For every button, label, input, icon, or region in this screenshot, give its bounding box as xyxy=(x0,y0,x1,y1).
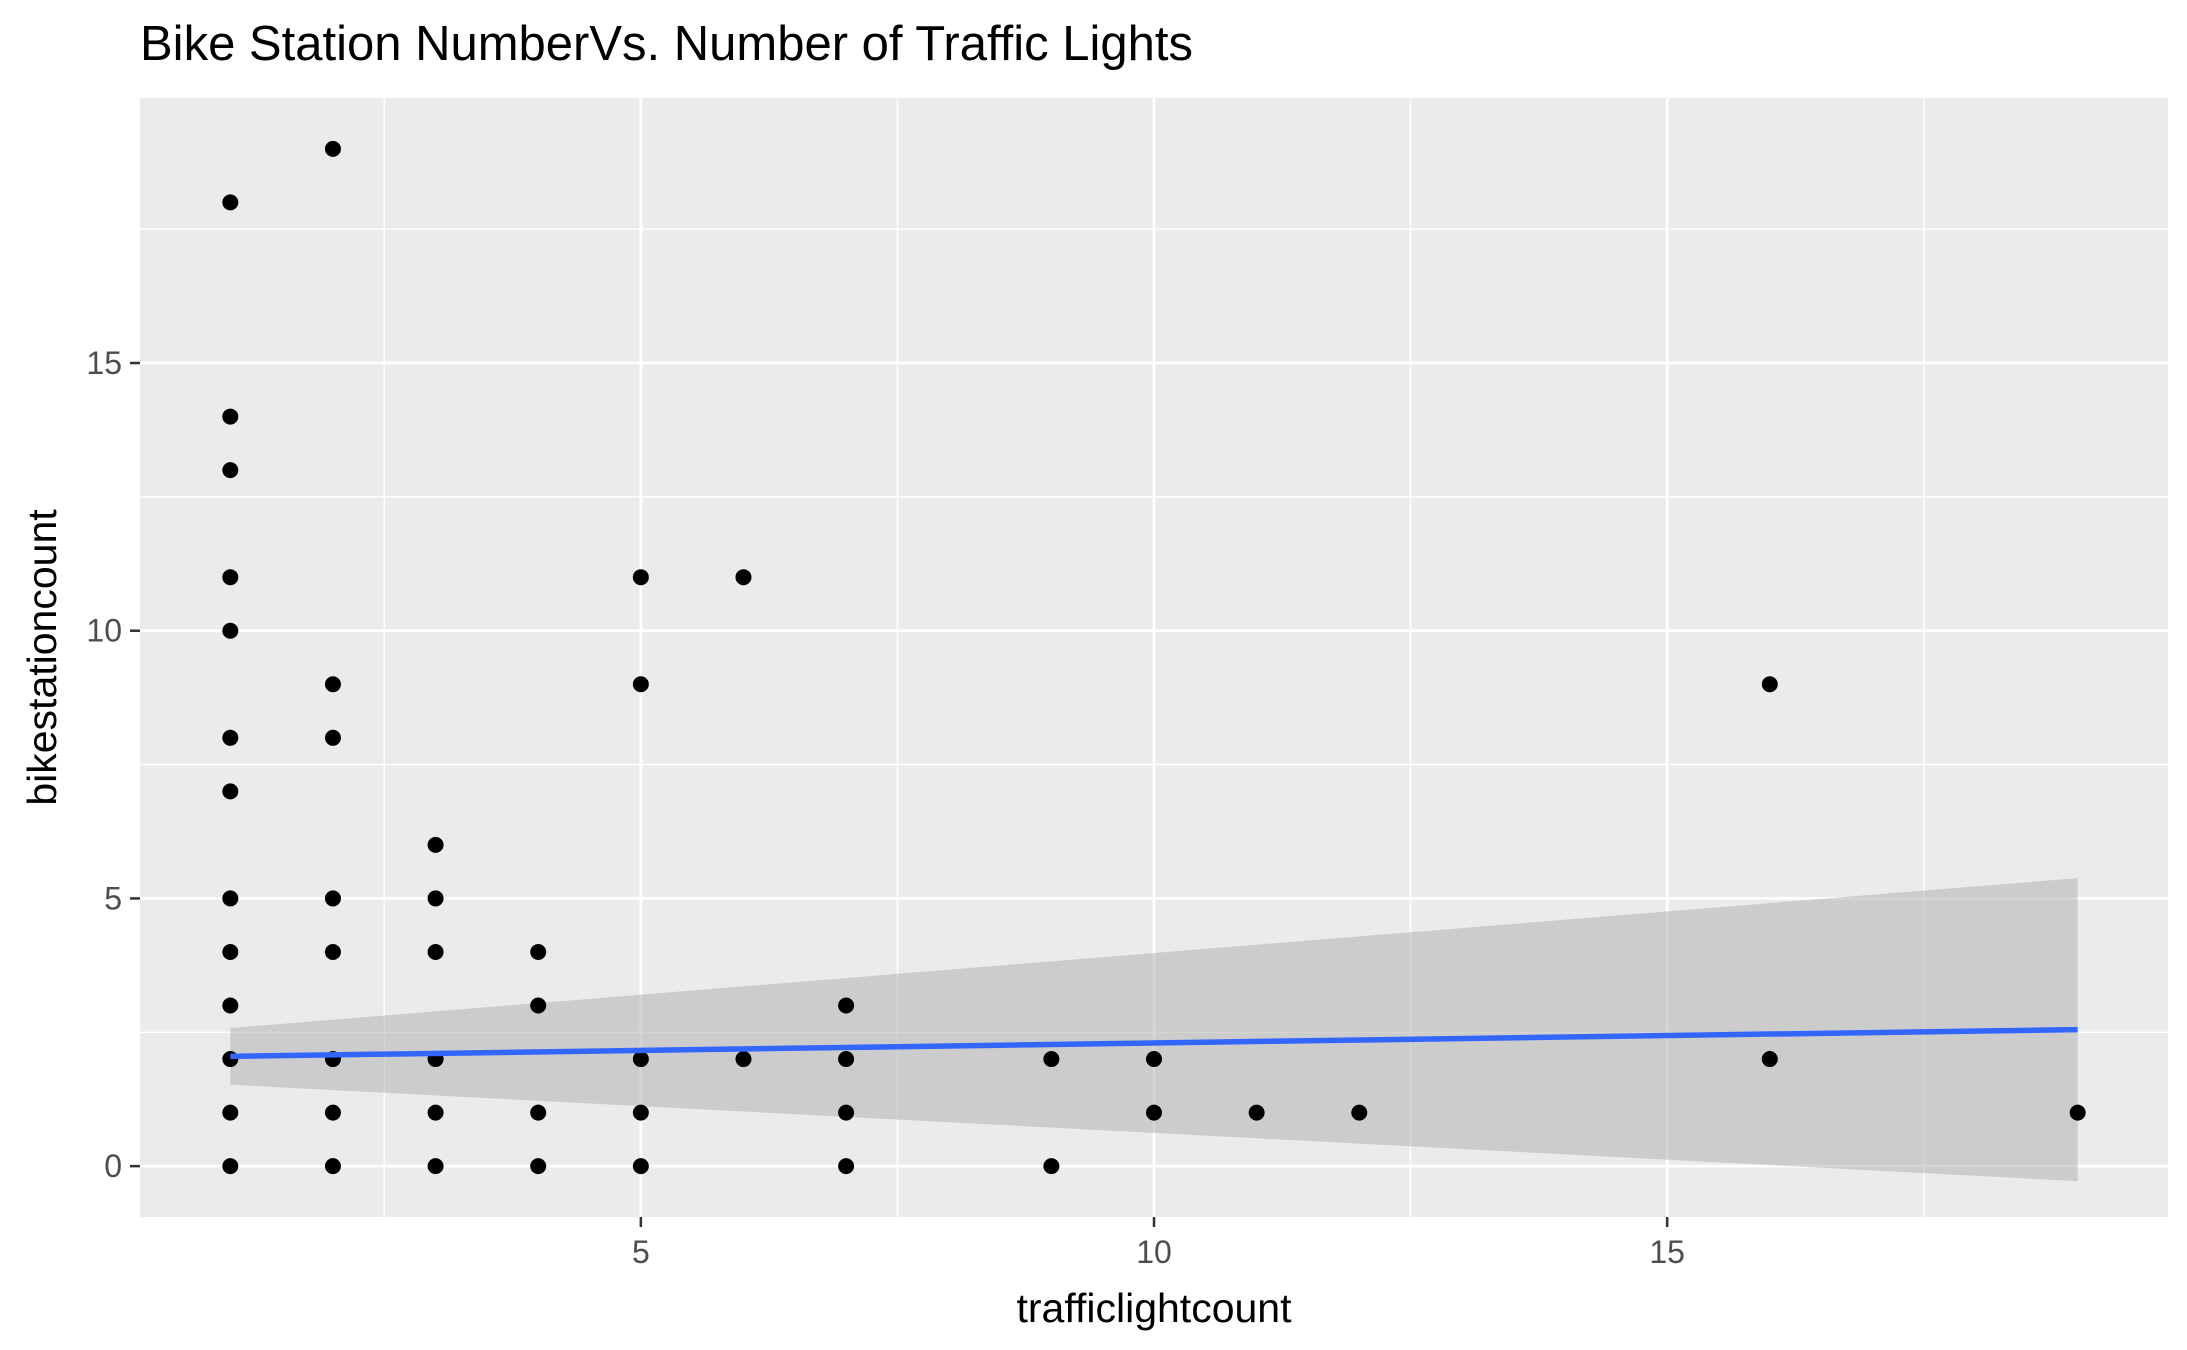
data-point xyxy=(324,676,341,693)
data-point xyxy=(838,1051,855,1068)
data-point xyxy=(222,1051,239,1068)
data-point xyxy=(427,1104,444,1121)
data-point xyxy=(324,729,341,746)
data-point xyxy=(632,569,649,586)
data-point xyxy=(632,1158,649,1175)
y-tick-label: 0 xyxy=(104,1148,122,1184)
x-axis: 5 10 15 xyxy=(632,1217,1685,1270)
data-point xyxy=(222,997,239,1014)
data-point xyxy=(530,943,547,960)
data-point xyxy=(427,836,444,853)
data-point xyxy=(1043,1158,1060,1175)
y-axis-title: bikestationcount xyxy=(19,509,65,806)
data-point xyxy=(427,1158,444,1175)
data-point xyxy=(530,1158,547,1175)
data-point xyxy=(632,676,649,693)
data-point xyxy=(1248,1104,1265,1121)
confidence-band xyxy=(230,878,2078,1182)
data-point xyxy=(324,890,341,907)
data-point xyxy=(324,1158,341,1175)
y-tick-label: 15 xyxy=(86,345,122,381)
data-point xyxy=(222,729,239,746)
data-point xyxy=(222,943,239,960)
data-point xyxy=(838,1158,855,1175)
data-point xyxy=(632,1051,649,1068)
data-point xyxy=(735,569,752,586)
chart-title: Bike Station NumberVs. Number of Traffic… xyxy=(140,17,1193,71)
data-point xyxy=(1146,1051,1162,1068)
data-point xyxy=(222,783,239,800)
data-point xyxy=(324,1104,341,1121)
data-point xyxy=(530,997,547,1014)
data-point xyxy=(2069,1104,2086,1121)
data-point xyxy=(838,997,855,1014)
data-point xyxy=(222,569,239,586)
data-point xyxy=(222,462,239,479)
regression-line xyxy=(230,1026,2078,1060)
confidence-band-layer xyxy=(230,878,2078,1182)
data-point xyxy=(1761,1051,1778,1068)
data-point xyxy=(427,943,444,960)
data-point xyxy=(222,890,239,907)
x-axis-title: trafficlightcount xyxy=(1016,1285,1292,1331)
data-point xyxy=(632,1104,649,1121)
data-point xyxy=(530,1104,547,1121)
y-tick-label: 10 xyxy=(86,613,122,649)
x-tick-label: 15 xyxy=(1649,1234,1685,1270)
data-point xyxy=(427,890,444,907)
y-axis: 0 5 10 15 xyxy=(86,345,140,1184)
x-tick-label: 10 xyxy=(1136,1234,1172,1270)
data-point xyxy=(324,140,341,157)
data-point xyxy=(222,1104,239,1121)
data-point xyxy=(222,408,239,425)
data-point xyxy=(222,622,239,639)
data-point xyxy=(324,943,341,960)
y-tick-label: 5 xyxy=(104,880,122,916)
data-point xyxy=(1146,1104,1162,1121)
data-point xyxy=(838,1104,855,1121)
x-tick-label: 5 xyxy=(632,1234,650,1270)
data-point xyxy=(1351,1104,1368,1121)
data-point xyxy=(222,194,239,211)
fit-line-layer xyxy=(230,1026,2078,1060)
data-point xyxy=(222,1158,239,1175)
data-point xyxy=(1043,1051,1060,1068)
data-point xyxy=(735,1051,752,1068)
data-point xyxy=(1761,676,1778,693)
